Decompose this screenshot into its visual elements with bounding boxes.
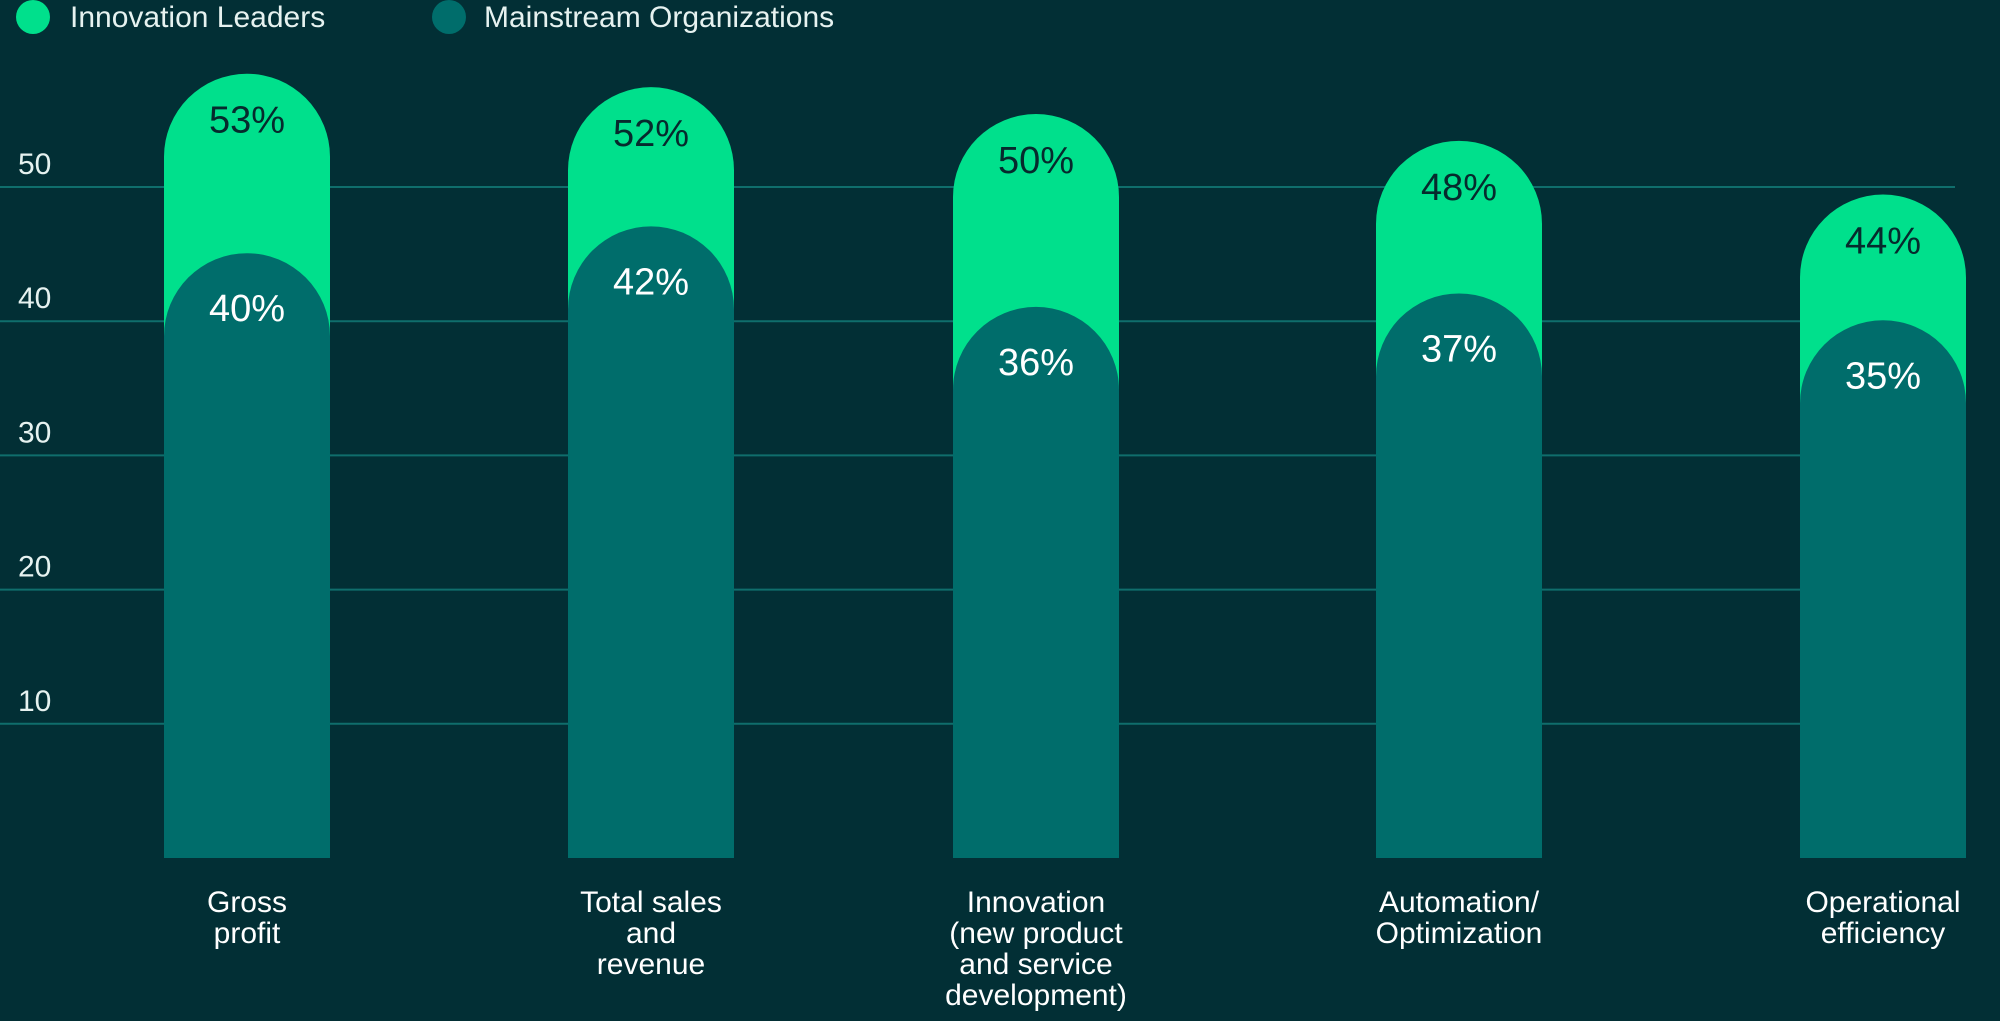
category-line: (new product xyxy=(949,917,1123,950)
data-label-leaders-3: 48% xyxy=(1421,167,1497,209)
category-line: efficiency xyxy=(1821,917,1946,950)
category-line: revenue xyxy=(597,948,705,981)
y-tick-label-40: 40 xyxy=(18,282,51,315)
data-label-leaders-0: 53% xyxy=(209,100,285,142)
data-label-leaders-1: 52% xyxy=(613,113,689,155)
data-label-mainstream-0: 40% xyxy=(209,288,285,330)
category-line: Operational xyxy=(1805,886,1960,919)
data-label-mainstream-1: 42% xyxy=(613,261,689,303)
y-tick-label-10: 10 xyxy=(18,685,51,718)
bar-mainstream-2 xyxy=(953,306,1119,858)
data-label-leaders-4: 44% xyxy=(1845,221,1921,263)
category-line: development) xyxy=(945,979,1127,1012)
legend: Innovation Leaders Mainstream Organizatio… xyxy=(16,0,834,34)
category-label-0: Gross profit xyxy=(207,886,287,950)
category-label-2: Innovation (new product and service develop… xyxy=(945,886,1127,1012)
category-line: Innovation xyxy=(967,886,1105,919)
category-label-4: Operational efficiency xyxy=(1805,886,1960,950)
y-tick-label-30: 30 xyxy=(18,416,51,449)
category-labels: Gross profit Total sales and revenue Innovati… xyxy=(207,886,1961,1012)
data-label-mainstream-4: 35% xyxy=(1845,355,1921,397)
y-tick-label-50: 50 xyxy=(18,148,51,181)
category-line: Optimization xyxy=(1376,917,1543,950)
legend-label-leaders: Innovation Leaders xyxy=(70,1,325,34)
bar-mainstream-1 xyxy=(568,226,734,858)
category-line: Total sales xyxy=(580,886,722,919)
y-axis-ticks: 10 20 30 40 50 xyxy=(18,148,51,718)
category-line: and service xyxy=(959,948,1112,981)
legend-swatch-mainstream xyxy=(432,0,466,34)
category-line: and xyxy=(626,917,676,950)
data-label-leaders-2: 50% xyxy=(998,140,1074,182)
y-tick-label-20: 20 xyxy=(18,551,51,584)
category-line: Automation/ xyxy=(1379,886,1540,919)
category-line: Gross xyxy=(207,886,287,919)
legend-label-mainstream: Mainstream Organizations xyxy=(484,1,834,34)
data-label-mainstream-2: 36% xyxy=(998,342,1074,384)
bar-mainstream-0 xyxy=(164,253,330,858)
legend-swatch-leaders xyxy=(16,0,50,34)
bars: 53% 40% 52% 42% 50% 36% 48% 37% 44% 35% xyxy=(164,73,1966,859)
category-line: profit xyxy=(214,917,281,950)
category-label-3: Automation/Optimization xyxy=(1376,886,1543,950)
data-label-mainstream-3: 37% xyxy=(1421,328,1497,370)
bar-mainstream-3 xyxy=(1376,293,1542,858)
category-label-1: Total sales and revenue xyxy=(580,886,722,981)
bar-mainstream-4 xyxy=(1800,320,1966,858)
